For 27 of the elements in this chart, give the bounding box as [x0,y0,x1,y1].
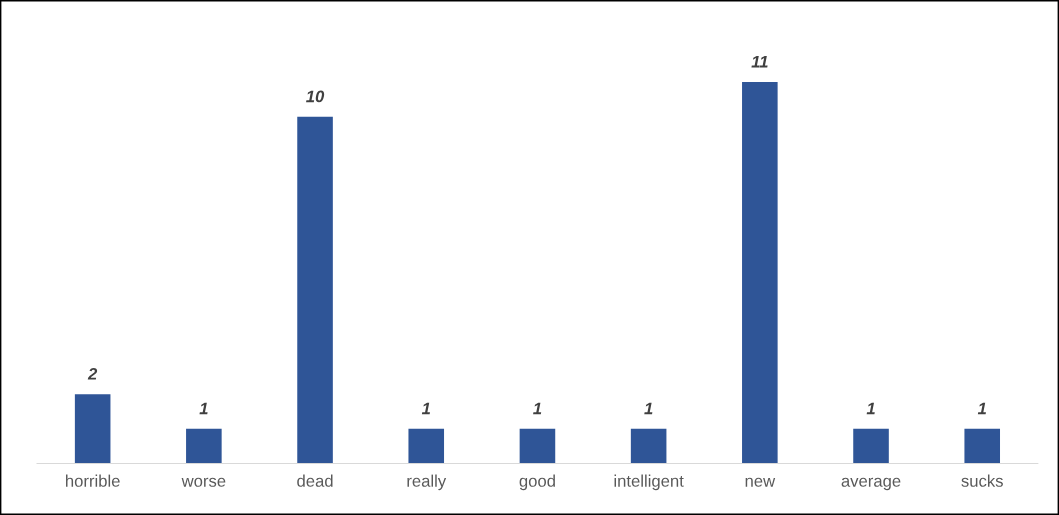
x-tick-label: horrible [66,474,120,487]
data-label: 1 [644,402,653,415]
x-tick-label: average [841,477,901,491]
data-label: 11 [751,55,768,68]
bar [742,82,778,464]
bar [630,428,667,464]
data-label: 1 [866,402,875,415]
data-label: 2 [87,367,98,380]
x-tick-label: intelligent [614,474,684,491]
bar [297,116,333,464]
bar [964,428,1001,464]
x-tick-label: sucks [961,474,1003,487]
data-label: 1 [533,402,542,415]
data-label: 1 [199,402,208,415]
data-label: 10 [306,90,325,103]
x-tick-label: good [519,474,555,491]
bar [408,428,445,464]
x-tick-label: worse [181,477,226,487]
data-label: 1 [421,402,430,415]
x-tick-label: really [407,474,447,491]
bar [853,428,889,464]
x-tick-label: dead [297,474,333,487]
x-tick-label: new [745,477,776,487]
data-label: 1 [977,402,986,415]
bar [186,428,222,464]
bar [519,428,556,464]
bar [74,394,111,464]
